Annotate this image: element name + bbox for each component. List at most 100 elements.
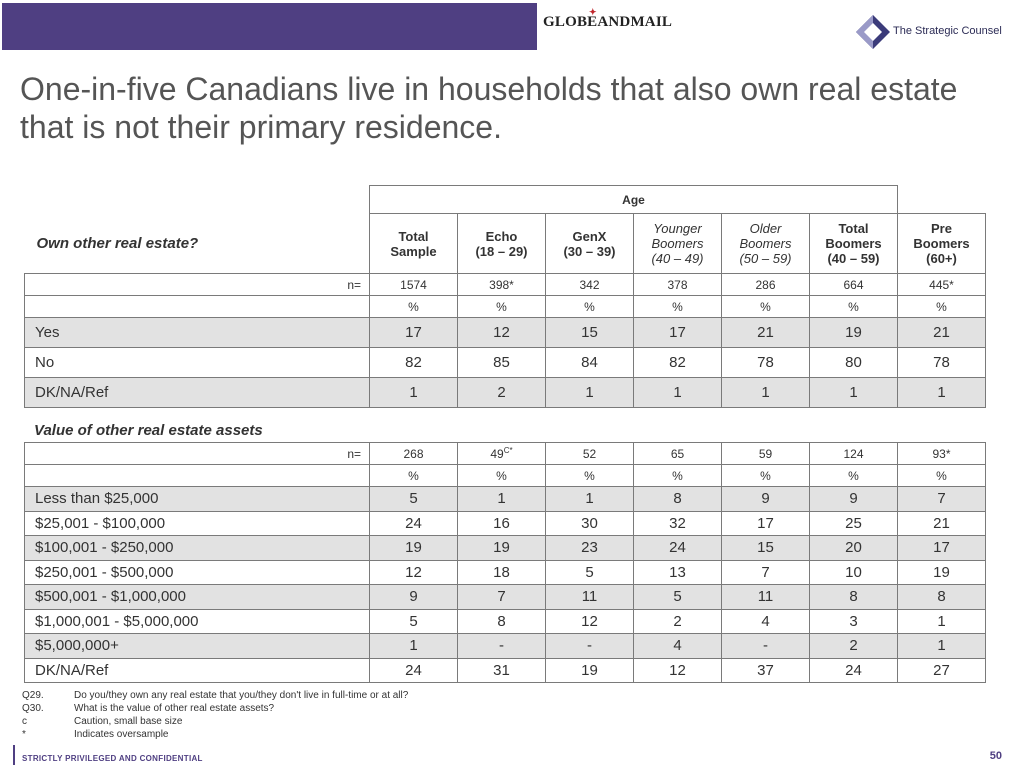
value-cell: 1 xyxy=(897,633,986,659)
percent-cell: % xyxy=(721,464,810,487)
value-cell: 21 xyxy=(897,317,986,348)
value-cell: 25 xyxy=(809,510,898,536)
table-row: $25,001 - $100,000 24 16 30 32 17 25 21 xyxy=(24,510,986,536)
col-header-older-boomers: Older Boomers (50 – 59) xyxy=(721,213,810,274)
row-label: $25,001 - $100,000 xyxy=(24,510,370,536)
n-cell: 378 xyxy=(633,273,722,296)
value-cell: 9 xyxy=(369,584,458,610)
value-cell: 84 xyxy=(545,347,634,378)
value-cell: 80 xyxy=(809,347,898,378)
value-cell: 21 xyxy=(897,510,986,536)
value-cell: 7 xyxy=(457,584,546,610)
table-row: DK/NA/Ref 1 2 1 1 1 1 1 xyxy=(24,377,986,408)
value-cell: 8 xyxy=(897,584,986,610)
footer-accent-line xyxy=(13,745,15,765)
value-cell: 1 xyxy=(721,377,810,408)
value-cell: 31 xyxy=(457,657,546,683)
value-cell: 1 xyxy=(369,377,458,408)
value-cell: 12 xyxy=(545,608,634,634)
value-cell: 17 xyxy=(897,535,986,561)
blank-cell xyxy=(24,464,370,487)
value-cell: 8 xyxy=(457,608,546,634)
table-row: No 82 85 84 82 78 80 78 xyxy=(24,347,986,378)
value-cell: 12 xyxy=(369,559,458,585)
percent-row: %%%%%%% xyxy=(24,464,986,487)
n-cell: 268 xyxy=(369,442,458,465)
n-cell: 1574 xyxy=(369,273,458,296)
row-label: $1,000,001 - $5,000,000 xyxy=(24,608,370,634)
value-cell: 3 xyxy=(809,608,898,634)
value-cell: 2 xyxy=(457,377,546,408)
value-cell: 5 xyxy=(369,486,458,512)
value-cell: 19 xyxy=(897,559,986,585)
percent-cell: % xyxy=(633,464,722,487)
value-cell: 1 xyxy=(633,377,722,408)
value-cell: 85 xyxy=(457,347,546,378)
value-cell: 82 xyxy=(633,347,722,378)
row-label: No xyxy=(24,347,370,378)
value-cell: 1 xyxy=(545,486,634,512)
value-cell: 16 xyxy=(457,510,546,536)
value-cell: 17 xyxy=(633,317,722,348)
row-label: Less than $25,000 xyxy=(24,486,370,512)
n-row: n= 1574 398* 342 378 286 664 445* xyxy=(24,273,986,296)
percent-cell: % xyxy=(369,464,458,487)
row-label: $250,001 - $500,000 xyxy=(24,559,370,585)
value-cell: 15 xyxy=(545,317,634,348)
table-row: $1,000,001 - $5,000,000 5 8 12 2 4 3 1 xyxy=(24,608,986,634)
value-cell: 23 xyxy=(545,535,634,561)
value-cell: 7 xyxy=(897,486,986,512)
footnote: c Caution, small base size xyxy=(22,716,183,727)
percent-cell: % xyxy=(545,295,634,318)
percent-cell: % xyxy=(809,295,898,318)
row-label: DK/NA/Ref xyxy=(24,377,370,408)
value-cell: 15 xyxy=(721,535,810,561)
n-cell: 65 xyxy=(633,442,722,465)
value-cell: 32 xyxy=(633,510,722,536)
blank-cell xyxy=(24,295,370,318)
strategic-counsel-logo: The Strategic Counsel xyxy=(855,14,1015,50)
value-cell: 12 xyxy=(457,317,546,348)
n-label: n= xyxy=(24,273,370,296)
row-label: $100,001 - $250,000 xyxy=(24,535,370,561)
value-cell: 24 xyxy=(633,535,722,561)
value-cell: 24 xyxy=(369,657,458,683)
value-cell: 2 xyxy=(809,633,898,659)
percent-cell: % xyxy=(897,295,986,318)
firm-name: The Strategic Counsel xyxy=(893,25,1002,37)
real-estate-value-table: n= 268 49C* 52 65 59 124 93*%%%%%%% Less than $2… xyxy=(24,442,986,683)
n-cell: 124 xyxy=(809,442,898,465)
table-row: $500,001 - $1,000,000 9 7 11 5 11 8 8 xyxy=(24,584,986,610)
header-color-bar xyxy=(2,3,537,50)
col-header-total-boomers: Total Boomers (40 – 59) xyxy=(809,213,898,274)
value-cell: 9 xyxy=(809,486,898,512)
page-number: 50 xyxy=(989,750,1002,762)
value-cell: 20 xyxy=(809,535,898,561)
table-row: DK/NA/Ref 24 31 19 12 37 24 27 xyxy=(24,657,986,683)
caution-marker: C* xyxy=(503,446,513,455)
value-cell: 4 xyxy=(721,608,810,634)
col-header-pre-boomers: Pre Boomers (60+) xyxy=(897,213,986,274)
n-row: n= 268 49C* 52 65 59 124 93* xyxy=(24,442,986,465)
value-cell: 5 xyxy=(545,559,634,585)
percent-cell: % xyxy=(721,295,810,318)
value-cell: 19 xyxy=(457,535,546,561)
percent-cell: % xyxy=(809,464,898,487)
value-cell: 30 xyxy=(545,510,634,536)
col-header-younger-boomers: Younger Boomers (40 – 49) xyxy=(633,213,722,274)
row-label: $500,001 - $1,000,000 xyxy=(24,584,370,610)
value-cell: 78 xyxy=(897,347,986,378)
value-cell: - xyxy=(545,633,634,659)
footnote: * Indicates oversample xyxy=(22,729,169,740)
confidentiality-notice: STRICTLY PRIVILEGED AND CONFIDENTIAL xyxy=(22,754,203,763)
value-cell: 24 xyxy=(809,657,898,683)
value-table-title: Value of other real estate assets xyxy=(34,422,263,439)
value-cell: 27 xyxy=(897,657,986,683)
table-row: Yes 17 12 15 17 21 19 21 xyxy=(24,317,986,348)
age-group-header: Age xyxy=(369,185,898,214)
table-row: $100,001 - $250,000 19 19 23 24 15 20 17 xyxy=(24,535,986,561)
percent-cell: % xyxy=(897,464,986,487)
table-row: $5,000,000+ 1- -4-2 1 xyxy=(24,633,986,659)
percent-cell: % xyxy=(457,464,546,487)
n-label: n= xyxy=(24,442,370,465)
